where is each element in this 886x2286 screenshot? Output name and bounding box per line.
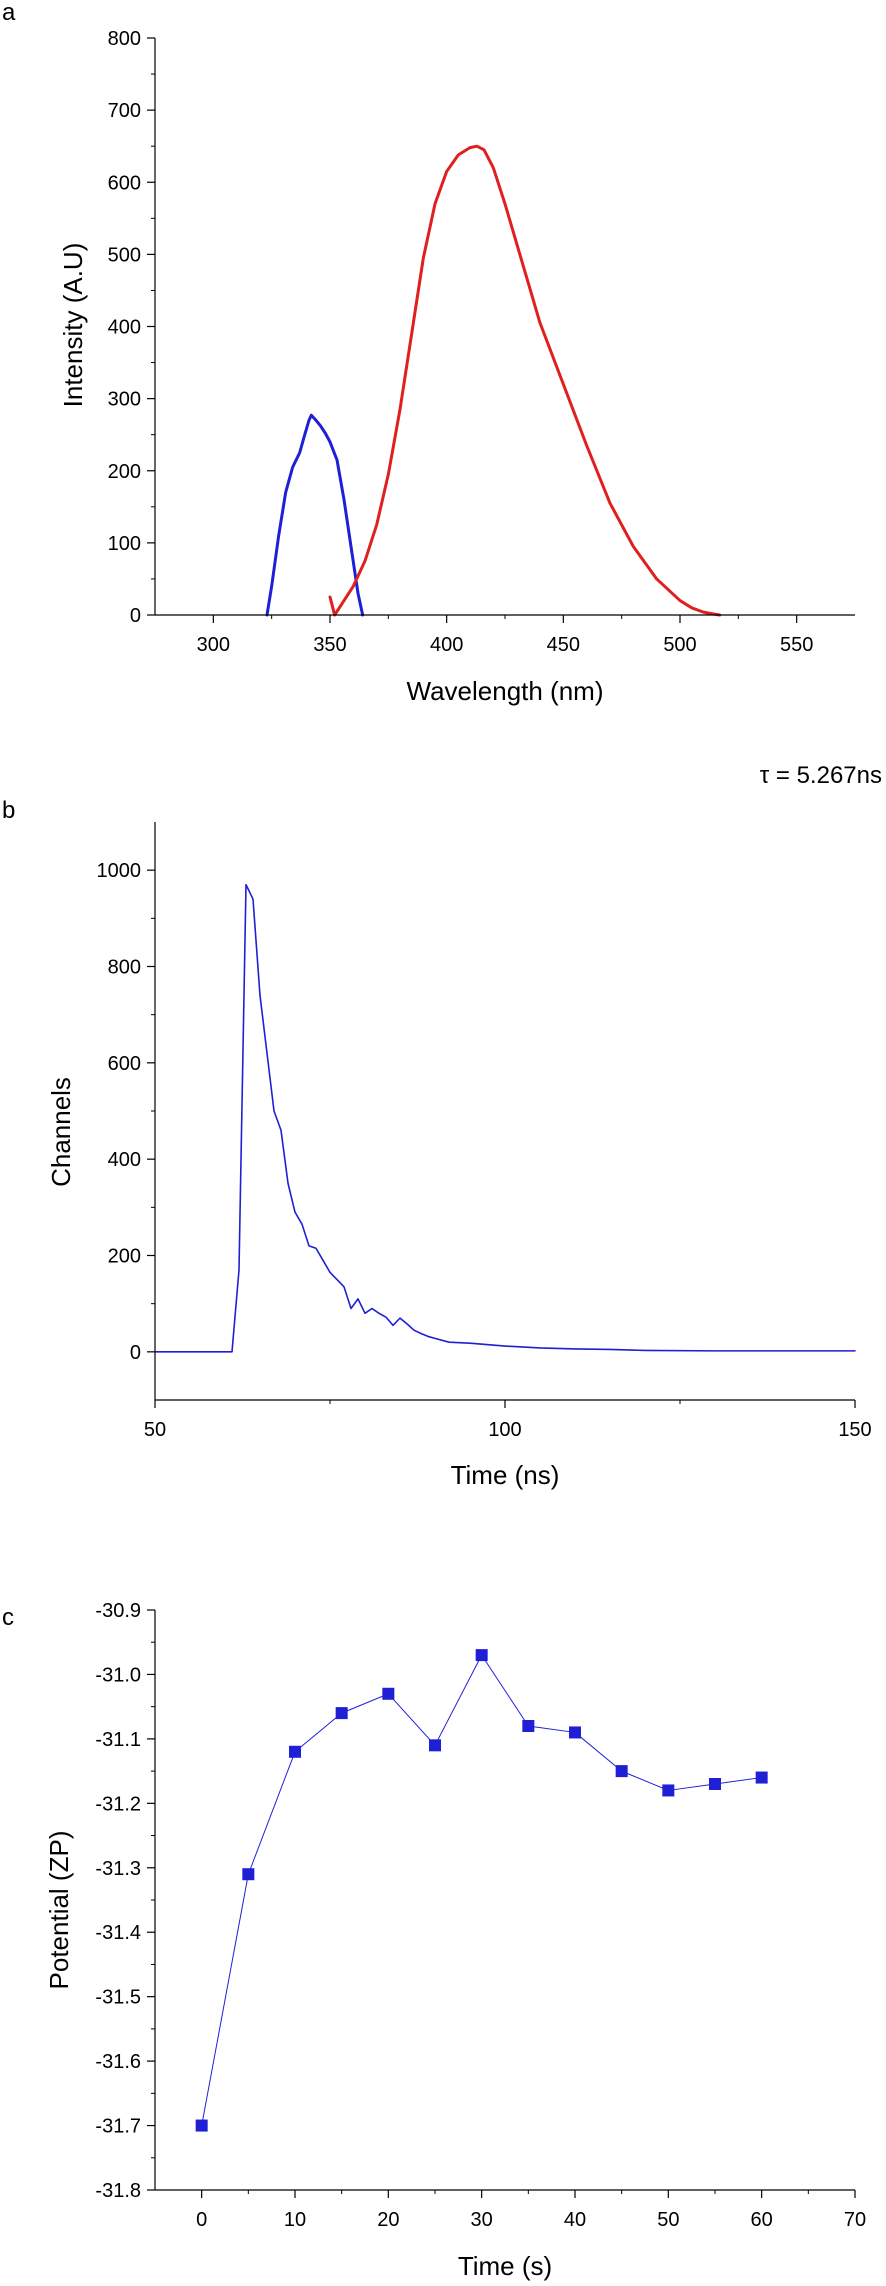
panel-c-plot: [195, 1649, 768, 2132]
x-tick-label: 20: [377, 2209, 399, 2231]
x-tick-label: 500: [663, 634, 696, 656]
y-tick-label: 800: [108, 28, 141, 50]
panel-a-y-title: Intensity (A.U): [58, 243, 88, 408]
panel-b-y-title: Channels: [46, 1077, 76, 1187]
x-tick-label: 100: [488, 1419, 521, 1441]
y-tick-label: -31.1: [95, 1729, 141, 1751]
y-tick-label: -30.9: [95, 1600, 141, 1622]
x-tick-label: 300: [197, 634, 230, 656]
data-point: [335, 1707, 348, 1720]
data-point: [195, 2119, 208, 2132]
data-point: [475, 1649, 488, 1662]
data-point: [429, 1739, 441, 1752]
panel-c-ticks: 0 10 20 30 40 50 60 70 -31.8 -31.7 -31.6 -31.5 -31.4…: [95, 1600, 866, 2231]
y-tick-label: 100: [108, 533, 141, 555]
y-tick-label: -31.7: [95, 2116, 141, 2138]
x-tick-label: 60: [751, 2209, 773, 2231]
x-tick-label: 30: [471, 2209, 493, 2231]
y-tick-label: 500: [108, 244, 141, 266]
data-point: [242, 1868, 255, 1881]
panel-a-ticks: 300 350 400 450 500 550 0 100 200 300 400 500 600 700…: [108, 28, 814, 656]
x-tick-label: 350: [313, 634, 346, 656]
data-point: [522, 1720, 535, 1732]
y-tick-label: 600: [108, 1053, 141, 1075]
x-tick-label: 400: [430, 634, 463, 656]
panel-c-x-title: Time (s): [458, 2251, 552, 2281]
panel-a-x-title: Wavelength (nm): [407, 676, 604, 706]
y-tick-label: 0: [130, 605, 141, 627]
series-line-1: [328, 144, 722, 617]
x-tick-label: 550: [780, 634, 813, 656]
x-tick-label: 150: [838, 1419, 871, 1441]
y-tick-label: 200: [108, 461, 141, 483]
panel-a-spectra: a 300 350 400 450 500 550 0 100 200 300 400 500 600 7…: [2, 0, 855, 706]
data-point: [289, 1745, 301, 1758]
panel-a-plot: [265, 144, 722, 617]
y-tick-label: -31.2: [95, 1793, 141, 1815]
x-tick-label: 450: [547, 634, 580, 656]
panel-c-zeta-potential: c 0 10 20 30 40 50 60 70 -31.8 -31.7 -31.6 -31.5 -31…: [2, 1600, 866, 2281]
x-tick-label: 70: [844, 2209, 866, 2231]
x-tick-label: 10: [284, 2209, 306, 2231]
y-tick-label: 0: [130, 1342, 141, 1364]
panel-b-ticks: 50 100 150 0 200 400 600 800 1000: [97, 860, 872, 1441]
x-tick-label: 40: [564, 2209, 586, 2231]
data-point: [382, 1687, 395, 1700]
y-tick-label: 200: [108, 1246, 141, 1268]
y-tick-label: 400: [108, 317, 141, 339]
y-tick-label: 400: [108, 1149, 141, 1171]
panel-a-letter: a: [2, 0, 16, 26]
data-point: [569, 1726, 581, 1739]
y-tick-label: -31.0: [95, 1664, 141, 1686]
y-tick-label: -31.4: [95, 1922, 141, 1944]
data-point: [709, 1778, 721, 1790]
panel-b-letter: b: [2, 797, 15, 824]
y-tick-label: 300: [108, 389, 141, 411]
y-tick-label: -31.8: [95, 2180, 141, 2202]
series-line-0: [265, 413, 365, 617]
y-tick-label: -31.6: [95, 2051, 141, 2073]
x-tick-label: 50: [144, 1419, 166, 1441]
x-tick-label: 50: [657, 2209, 679, 2231]
data-point: [662, 1784, 675, 1797]
panel-b-decay: b τ = 5.267ns 50 100 15002004006008001000 …: [2, 762, 882, 1490]
panel-c-y-title: Potential (ZP): [44, 1831, 74, 1990]
data-point: [615, 1765, 628, 1778]
series-line-0: [201, 1654, 763, 2127]
y-tick-label: 800: [108, 957, 141, 979]
series-line-0: [154, 883, 856, 1353]
data-point: [755, 1771, 768, 1784]
panel-b-plot: [154, 883, 856, 1353]
panel-b-lifetime-annotation: τ = 5.267ns: [760, 762, 882, 789]
x-tick-label: 0: [196, 2209, 207, 2231]
panel-b-x-title: Time (ns): [451, 1460, 560, 1490]
y-tick-label: 600: [108, 172, 141, 194]
y-tick-label: -31.3: [95, 1858, 141, 1880]
y-tick-label: -31.5: [95, 1987, 141, 2009]
panel-c-letter: c: [2, 1604, 14, 1631]
y-tick-label: 700: [108, 100, 141, 122]
y-tick-label: 1000: [97, 860, 142, 882]
